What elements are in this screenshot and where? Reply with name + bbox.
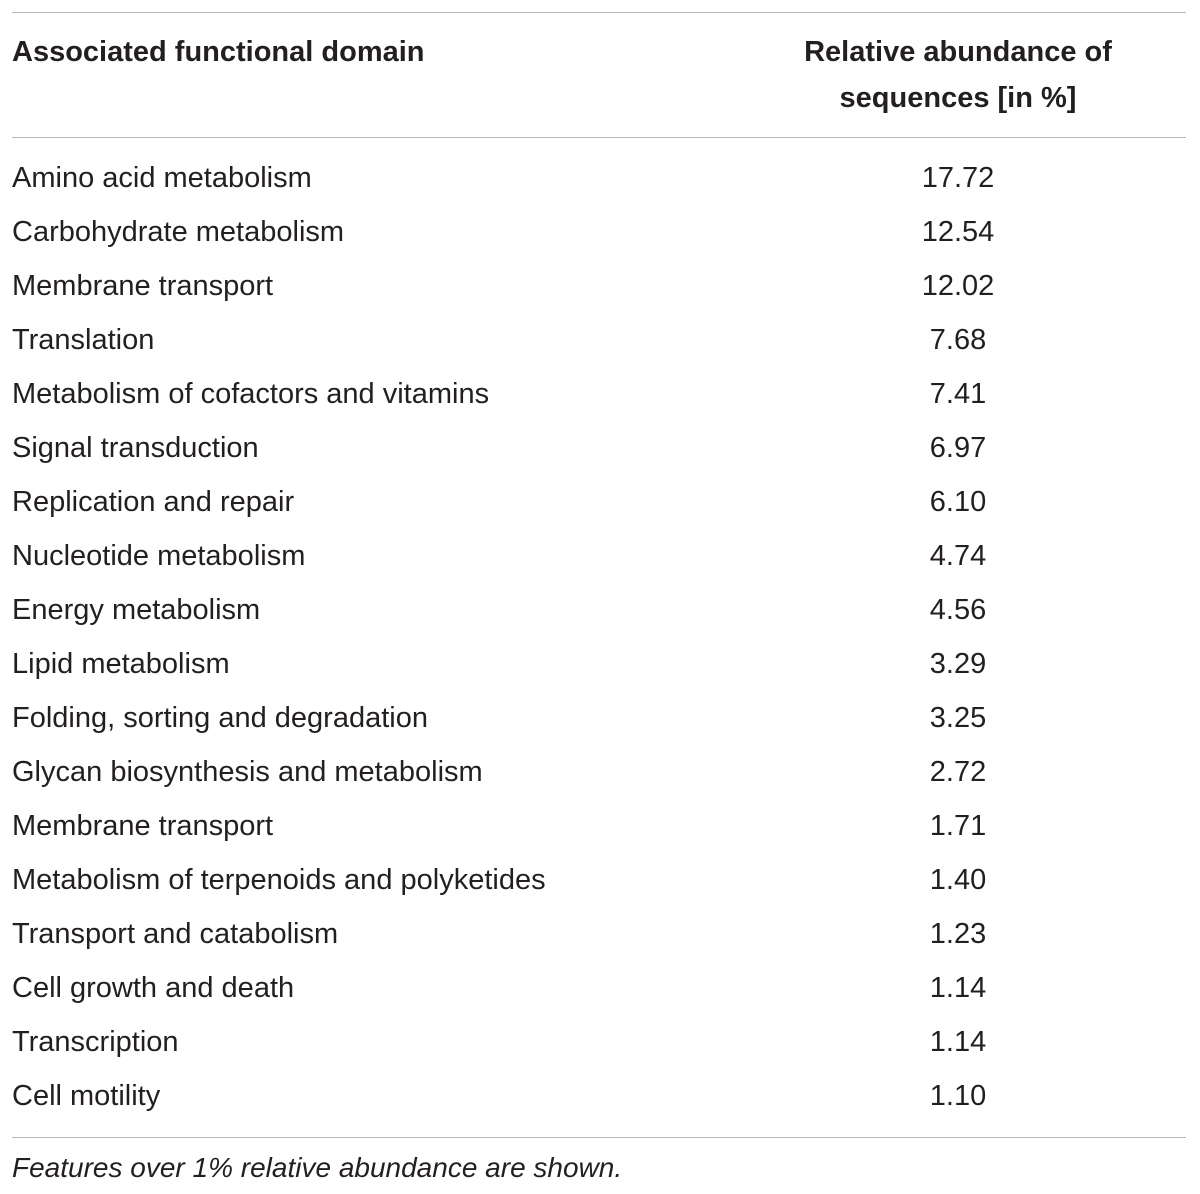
domain-cell: Transport and catabolism — [12, 918, 339, 950]
domain-cell: Metabolism of terpenoids and polyketides — [12, 864, 546, 896]
abundance-cell: 4.56 — [929, 594, 987, 626]
domain-cell: Amino acid metabolism — [12, 162, 312, 194]
abundance-cell: 3.29 — [929, 648, 987, 680]
domain-cell: Translation — [12, 324, 155, 356]
domain-cell: Cell growth and death — [12, 972, 295, 1004]
domain-cell: Membrane transport — [12, 810, 274, 842]
column-header: Associated functional domain — [12, 36, 425, 68]
domain-cell: Nucleotide metabolism — [12, 540, 306, 572]
abundance-cell: 6.10 — [929, 486, 987, 518]
domain-cell: Energy metabolism — [12, 594, 261, 626]
domain-cell: Membrane transport — [12, 270, 274, 302]
domain-cell: Lipid metabolism — [12, 648, 230, 680]
abundance-cell: 12.54 — [921, 216, 995, 248]
top-rule — [12, 12, 1186, 13]
bottom-rule — [12, 1137, 1186, 1138]
domain-cell: Transcription — [12, 1026, 179, 1058]
domain-cell: Signal transduction — [12, 432, 259, 464]
footnote: Features over 1% relative abundance are … — [12, 1152, 623, 1183]
abundance-cell: 4.74 — [929, 540, 987, 572]
domain-cell: Folding, sorting and degradation — [12, 702, 428, 734]
abundance-cell: 1.71 — [929, 810, 987, 842]
abundance-cell: 17.72 — [921, 162, 995, 194]
abundance-cell: 2.72 — [929, 756, 987, 788]
domain-cell: Cell motility — [12, 1080, 161, 1112]
abundance-cell: 1.14 — [929, 1026, 987, 1058]
abundance-cell: 7.68 — [929, 324, 987, 356]
header-rule — [12, 137, 1186, 138]
column-header: Relative abundance of sequences [in %] — [804, 36, 1112, 114]
domain-cell: Glycan biosynthesis and metabolism — [12, 756, 483, 788]
abundance-cell: 1.40 — [929, 864, 987, 896]
domain-cell: Metabolism of cofactors and vitamins — [12, 378, 490, 410]
domain-cell: Replication and repair — [12, 486, 295, 518]
abundance-cell: 3.25 — [929, 702, 987, 734]
abundance-cell: 12.02 — [921, 270, 995, 302]
abundance-cell: 7.41 — [929, 378, 987, 410]
abundance-cell: 6.97 — [929, 432, 987, 464]
abundance-cell: 1.10 — [929, 1080, 987, 1112]
domain-cell: Carbohydrate metabolism — [12, 216, 345, 248]
abundance-cell: 1.23 — [929, 918, 987, 950]
abundance-cell: 1.14 — [929, 972, 987, 1004]
